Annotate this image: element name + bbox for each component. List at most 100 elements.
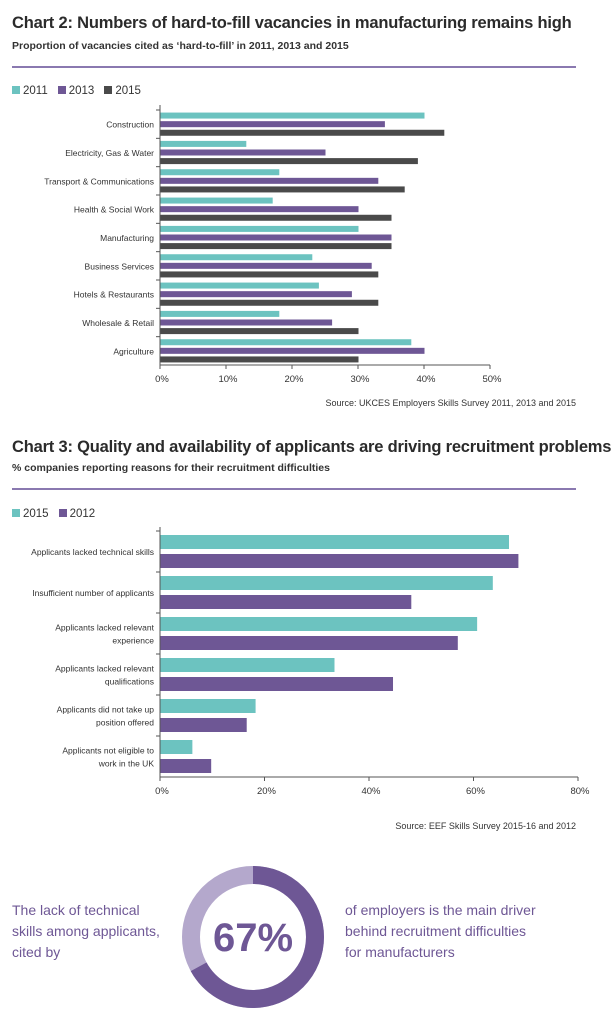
category-label: Applicants lacked relevant bbox=[55, 664, 154, 674]
chart3-source: Source: EEF Skills Survey 2015-16 and 20… bbox=[395, 821, 576, 831]
stat-right-line: behind recruitment difficulties bbox=[345, 923, 527, 939]
stat-left-line: The lack of technical bbox=[12, 902, 140, 918]
bar-2013 bbox=[160, 319, 333, 326]
chart2-title: Chart 2: Numbers of hard-to-fill vacanci… bbox=[12, 14, 572, 32]
legend-item-2015: 2015 bbox=[104, 85, 141, 97]
chart3-title: Chart 3: Quality and availability of app… bbox=[12, 438, 612, 456]
x-tick-label: 30% bbox=[350, 374, 370, 385]
category-label: Health & Social Work bbox=[74, 205, 155, 215]
bar-2013 bbox=[160, 291, 352, 298]
category-label: Applicants did not take up bbox=[57, 705, 155, 715]
chart2-legend: 2011 2013 2015 bbox=[12, 85, 141, 97]
x-tick-label: 40% bbox=[416, 374, 436, 385]
bar-2011 bbox=[160, 254, 313, 261]
legend-swatch bbox=[58, 509, 67, 517]
category-label: Applicants lacked technical skills bbox=[31, 547, 154, 557]
bar-2015 bbox=[160, 699, 256, 713]
chart3-divider bbox=[12, 488, 576, 490]
x-tick-label: 20% bbox=[284, 374, 304, 385]
legend-swatch bbox=[57, 86, 66, 94]
x-tick-label: 0% bbox=[155, 374, 169, 385]
bar-2015 bbox=[160, 576, 493, 590]
chart3-legend: 2015 2012 bbox=[12, 508, 95, 520]
bar-2011 bbox=[160, 225, 359, 232]
x-tick-label: 50% bbox=[482, 374, 502, 385]
legend-swatch bbox=[104, 86, 113, 94]
bar-2012 bbox=[160, 677, 394, 691]
bar-2011 bbox=[160, 112, 425, 119]
category-label: Manufacturing bbox=[100, 233, 154, 243]
chart2-plot: 0% 10% 20% 30% 40% 50% Construction Electricity… bbox=[44, 105, 502, 385]
bar-2013 bbox=[160, 262, 372, 269]
bar-2015 bbox=[160, 356, 359, 363]
bar-2013 bbox=[160, 121, 385, 128]
x-tick-label: 80% bbox=[570, 786, 590, 797]
legend-label: 2015 bbox=[115, 85, 141, 97]
bar-2013 bbox=[160, 206, 359, 213]
bar-2015 bbox=[160, 658, 335, 672]
bar-2013 bbox=[160, 149, 326, 156]
stat-left-text: The lack of technical skills among appli… bbox=[12, 900, 160, 963]
chart3-subtitle: % companies reporting reasons for their … bbox=[12, 462, 330, 474]
stat-right-line: of employers is the main driver bbox=[345, 902, 536, 918]
category-label: Wholesale & Retail bbox=[82, 318, 154, 328]
bar-2013 bbox=[160, 234, 392, 241]
category-label: Insufficient number of applicants bbox=[32, 588, 154, 598]
stat-left-line: skills among applicants, bbox=[12, 923, 160, 939]
chart2-divider bbox=[12, 66, 576, 68]
category-label: position offered bbox=[96, 718, 154, 728]
bar-2015 bbox=[160, 271, 379, 278]
category-label: Transport & Communications bbox=[44, 176, 154, 186]
category-label: Electricity, Gas & Water bbox=[65, 148, 154, 158]
legend-label: 2012 bbox=[69, 508, 96, 520]
category-label: qualifications bbox=[105, 677, 154, 687]
category-label: experience bbox=[112, 636, 154, 646]
x-tick-label: 0% bbox=[155, 786, 169, 797]
category-label: Applicants lacked relevant bbox=[55, 623, 154, 633]
legend-item-2011: 2011 bbox=[12, 85, 48, 97]
bar-2015 bbox=[160, 535, 510, 549]
legend-label: 2013 bbox=[68, 85, 95, 97]
chart2-source: Source: UKCES Employers Skills Survey 20… bbox=[325, 398, 576, 408]
bar-2015 bbox=[160, 740, 193, 754]
bar-2011 bbox=[160, 197, 273, 204]
chart2-subtitle: Proportion of vacancies cited as ‘hard-t… bbox=[12, 40, 349, 52]
bar-2015 bbox=[160, 158, 418, 165]
bar-2012 bbox=[160, 759, 212, 773]
bar-2015 bbox=[160, 214, 392, 221]
category-label: Construction bbox=[106, 120, 154, 130]
x-tick-label: 10% bbox=[218, 374, 238, 385]
stat-left-line: cited by bbox=[12, 944, 61, 960]
chart3-plot: 0% 20% 40% 60% 80% Applicants lacked technica… bbox=[31, 527, 590, 797]
legend-item-2015: 2015 bbox=[12, 508, 49, 520]
category-label: Hotels & Restaurants bbox=[74, 290, 154, 300]
legend-swatch bbox=[12, 86, 20, 94]
bar-2015 bbox=[160, 243, 392, 250]
legend-label: 2015 bbox=[23, 508, 49, 520]
stat-value: 67% bbox=[213, 916, 293, 960]
bar-2012 bbox=[160, 636, 458, 650]
bar-2013 bbox=[160, 347, 425, 354]
bar-2015 bbox=[160, 186, 405, 193]
bar-2015 bbox=[160, 328, 359, 335]
stat-right-text: of employers is the main driver behind r… bbox=[345, 900, 536, 963]
stat-donut: 67% bbox=[182, 866, 324, 1008]
legend-item-2012: 2012 bbox=[58, 508, 96, 520]
legend-swatch bbox=[12, 509, 20, 517]
bar-2015 bbox=[160, 129, 445, 136]
x-tick-label: 60% bbox=[466, 786, 486, 797]
bar-2011 bbox=[160, 140, 247, 147]
bar-2011 bbox=[160, 169, 280, 176]
bar-2012 bbox=[160, 554, 519, 568]
bar-2011 bbox=[160, 282, 319, 289]
donut-value-arc bbox=[182, 866, 324, 1008]
x-tick-label: 40% bbox=[361, 786, 381, 797]
legend-label: 2011 bbox=[23, 85, 48, 97]
x-tick-label: 20% bbox=[257, 786, 277, 797]
category-label: Applicants not eligible to bbox=[62, 746, 154, 756]
category-label: Business Services bbox=[85, 261, 154, 271]
bar-2015 bbox=[160, 617, 478, 631]
bar-2012 bbox=[160, 595, 412, 609]
stat-right-line: for manufacturers bbox=[345, 944, 455, 960]
